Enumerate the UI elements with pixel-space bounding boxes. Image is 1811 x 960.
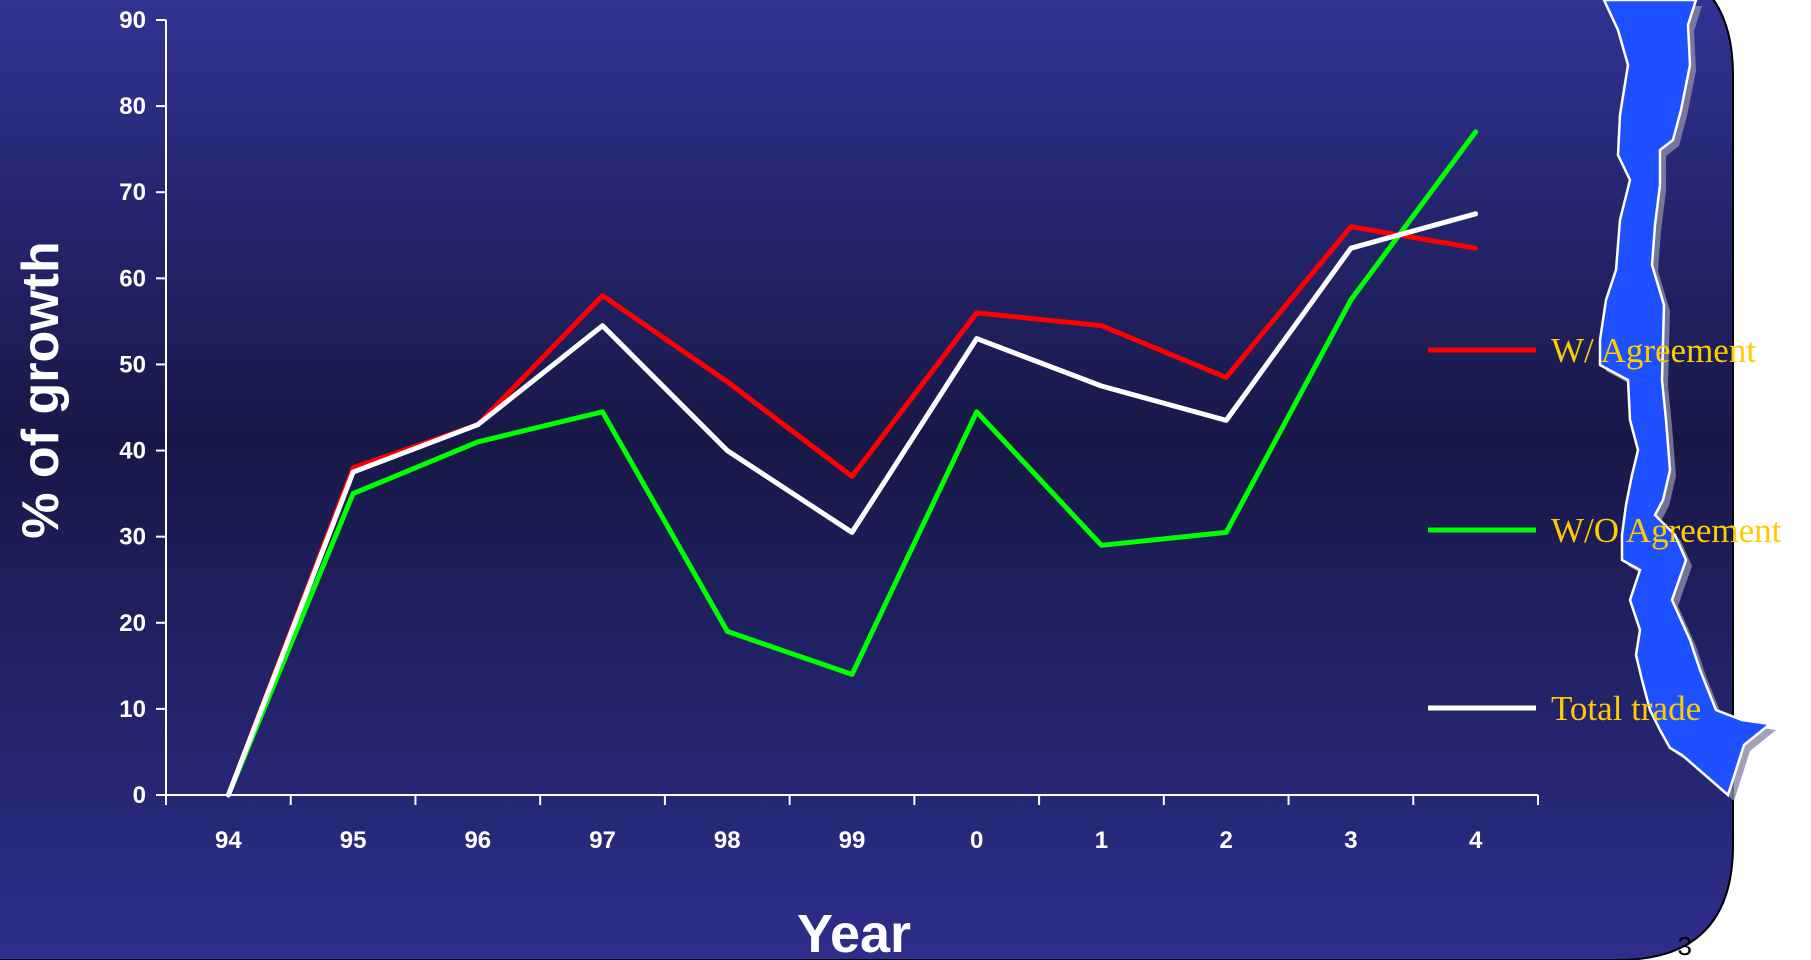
y-tick-label: 20	[119, 610, 146, 637]
y-tick-label: 90	[119, 7, 146, 34]
map-shape	[1598, 0, 1774, 798]
series-line-2	[225, 211, 1479, 798]
chart-background-panel	[0, 0, 1734, 960]
y-tick-label: 70	[119, 179, 146, 206]
x-tick-label: 98	[714, 827, 741, 854]
map-silhouette	[1598, 0, 1776, 801]
series-line-1	[225, 129, 1479, 798]
y-tick-label: 50	[119, 351, 146, 378]
legend-label: W/O Agreement	[1551, 511, 1782, 550]
legend: W/ Agreement W/O Agreement Total trade	[1428, 331, 1782, 728]
page-number: 3	[1678, 931, 1692, 960]
series-lines	[225, 129, 1479, 798]
x-tick-label: 94	[215, 827, 242, 854]
x-tick-label: 96	[464, 827, 491, 854]
x-tick-label: 95	[340, 827, 367, 854]
x-ticks: 94 95 96 97 98 99 0 1 2 3 4	[165, 795, 1539, 854]
y-tick-label: 80	[119, 93, 146, 120]
x-axis-title: Year	[797, 904, 911, 960]
y-tick-label: 40	[119, 438, 146, 465]
y-tick-label: 30	[119, 524, 146, 551]
x-tick-label: 2	[1220, 827, 1233, 854]
y-ticks: 0 10 20 30 40 50 60 70 80 90	[119, 7, 166, 809]
x-tick-label: 4	[1469, 827, 1483, 854]
x-tick-label: 1	[1095, 827, 1108, 854]
y-tick-label: 10	[119, 696, 146, 723]
x-tick-label: 3	[1344, 827, 1357, 854]
y-axis-title: % of growth	[12, 241, 70, 539]
x-tick-label: 97	[589, 827, 616, 854]
x-tick-label: 99	[839, 827, 866, 854]
legend-label: W/ Agreement	[1551, 331, 1756, 370]
y-tick-label: 0	[133, 782, 146, 809]
x-tick-label: 0	[970, 827, 983, 854]
y-tick-label: 60	[119, 265, 146, 292]
legend-label: Total trade	[1551, 689, 1701, 728]
